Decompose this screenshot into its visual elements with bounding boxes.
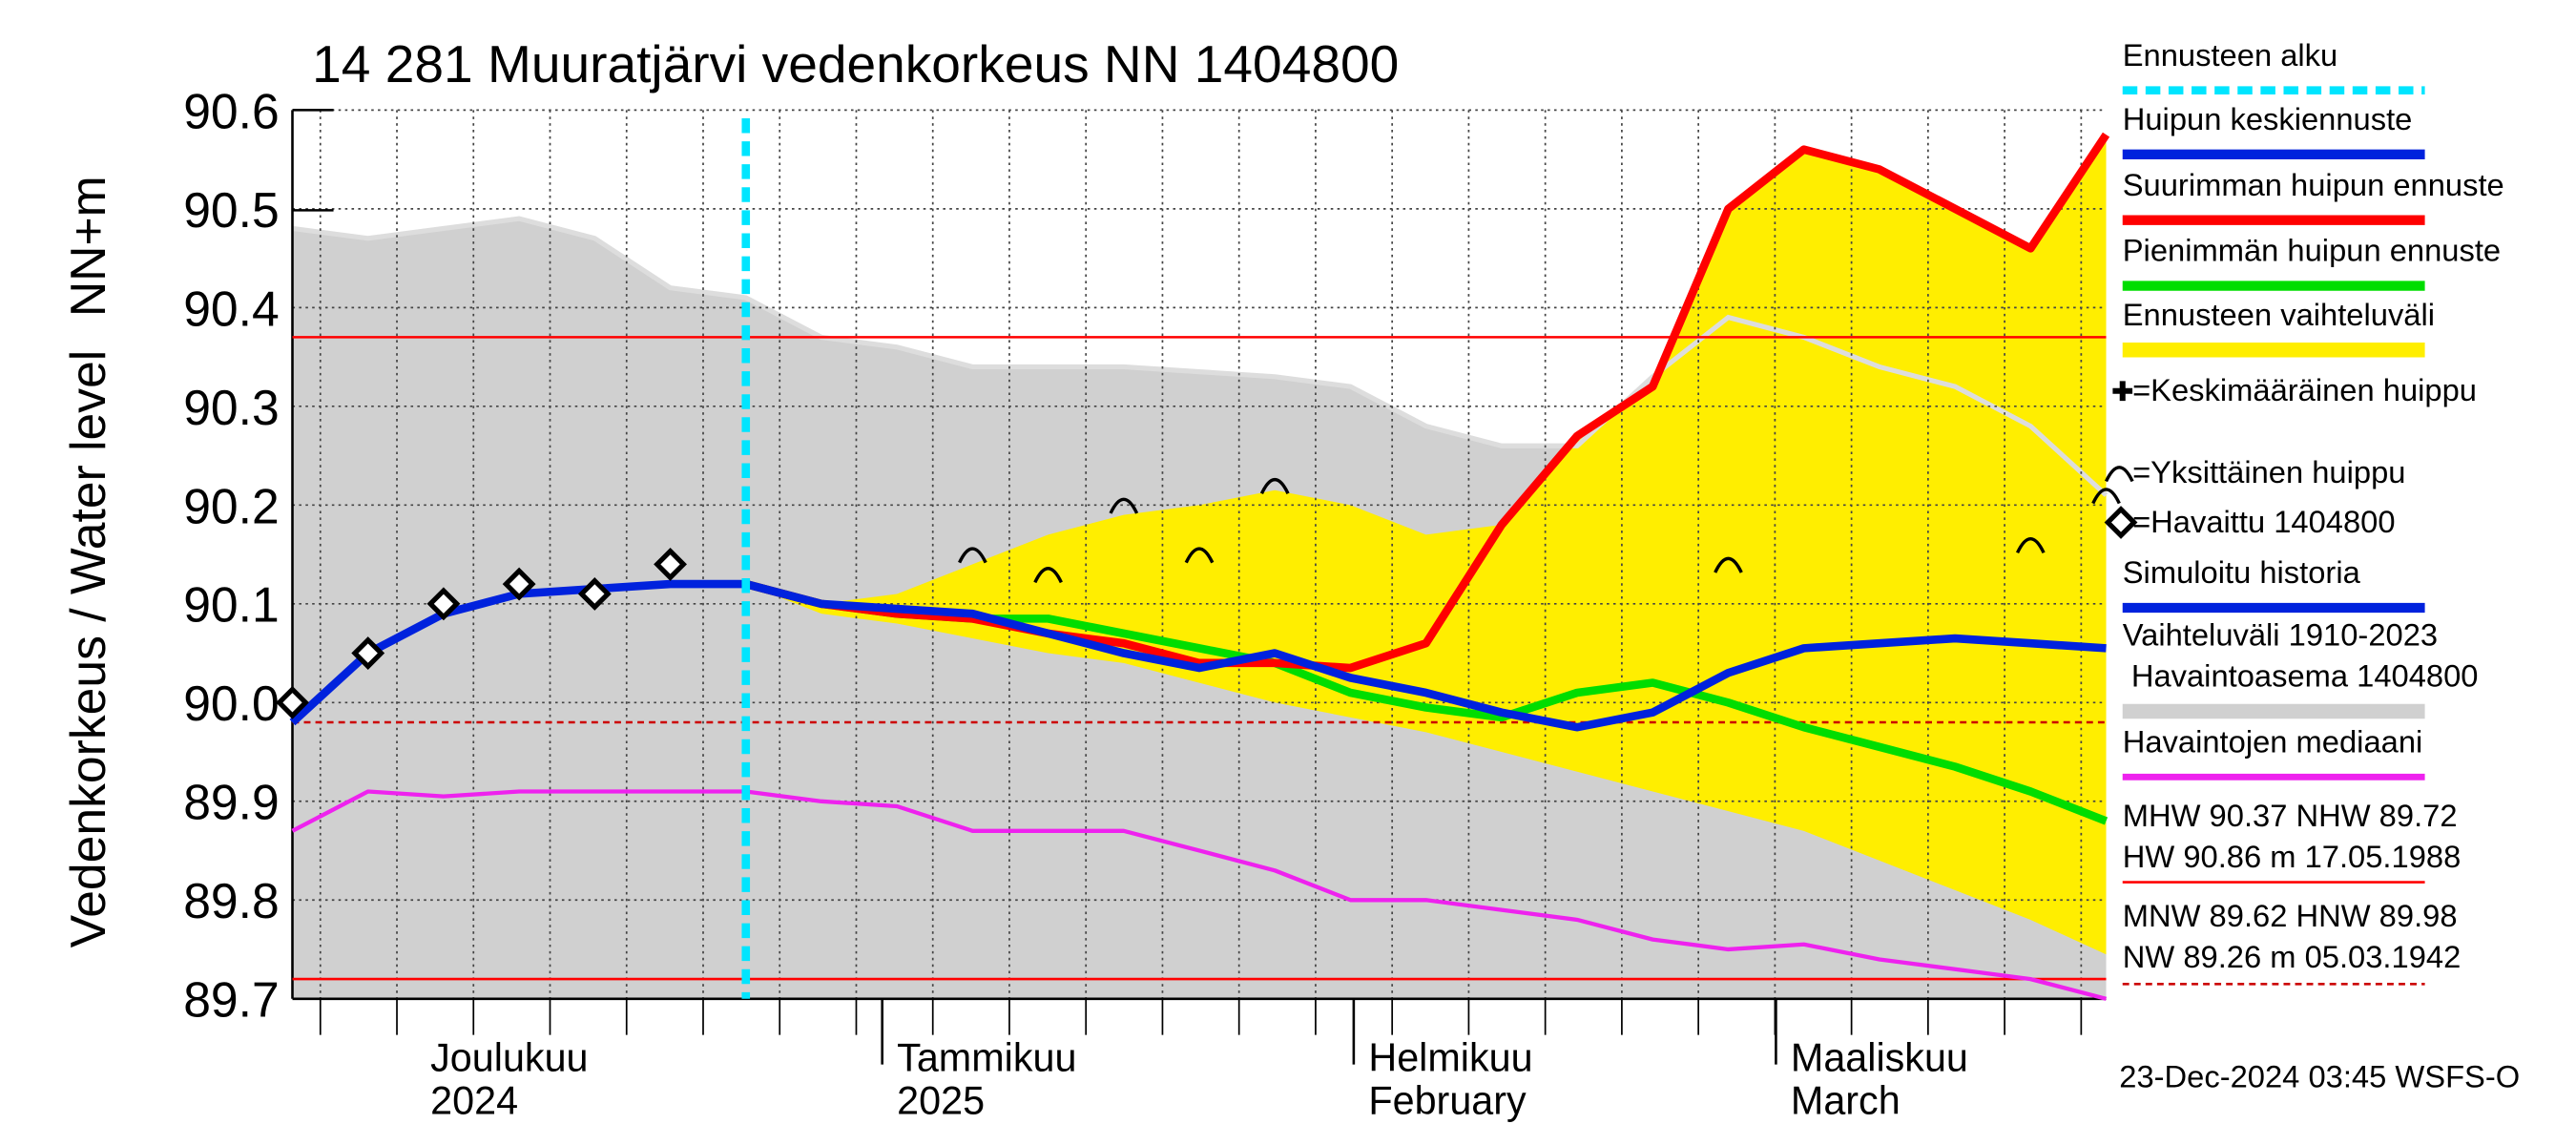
y-axis-label: Vedenkorkeus / Water level	[60, 350, 115, 948]
peak-marker	[1714, 556, 1743, 573]
observed-marker	[351, 636, 385, 670]
y-tick-label: 90.1	[183, 577, 280, 633]
observed-marker	[276, 685, 309, 719]
x-tick-label: 2024	[430, 1078, 518, 1122]
legend-label: Ennusteen vaihteluväli	[2123, 297, 2435, 332]
y-tick-label: 90.2	[183, 478, 280, 533]
peak-marker	[958, 547, 987, 564]
chart-title: 14 281 Muuratjärvi vedenkorkeus NN 14048…	[312, 34, 1399, 94]
legend-swatch	[2104, 466, 2134, 483]
legend-label: Ennusteen alku	[2123, 37, 2337, 73]
x-tick-label: Helmikuu	[1368, 1036, 1532, 1080]
observed-marker	[502, 567, 536, 601]
forecast-band	[745, 135, 2107, 955]
x-tick-label: 2025	[897, 1078, 985, 1122]
y-tick-label: 89.8	[183, 873, 280, 928]
peak-marker	[1109, 497, 1139, 514]
legend-label: =Havaittu 1404800	[2132, 504, 2396, 539]
stats-text: HW 90.86 m 17.05.1988	[2123, 839, 2462, 874]
x-tick-label: Joulukuu	[430, 1036, 588, 1080]
legend-label: =Keskimääräinen huippu	[2132, 372, 2477, 407]
plot-area: 89.7 89.8 89.9 90.0 90.1 90.2 90.3 90.4 90.5 90.6…	[183, 83, 2121, 1122]
peak-marker	[1259, 477, 1290, 494]
series-line	[744, 579, 2107, 732]
peak-marker	[1184, 547, 1215, 564]
legend-label: Simuloitu historia	[2123, 554, 2361, 590]
legend-label-line: Vaihteluväli 1910-2023	[2123, 617, 2438, 653]
axis-bracket	[292, 109, 334, 212]
y-tick-label: 90.5	[183, 182, 280, 238]
stats-text: MNW 89.62 HNW 89.98	[2123, 898, 2458, 933]
observed-marker	[426, 587, 461, 621]
peak-marker	[1033, 567, 1063, 584]
series-line	[291, 789, 2108, 1001]
legend-label: =Yksittäinen huippu	[2132, 454, 2405, 489]
stats-text: NW 89.26 m 05.03.1942	[2123, 939, 2462, 974]
series-line	[744, 132, 2110, 673]
peak-marker	[2091, 488, 2121, 505]
y-tick-label: 90.4	[183, 281, 280, 336]
footer: 23-Dec-2024 03:45 WSFS-O	[2119, 1059, 2520, 1094]
y-tick-label: 89.7	[183, 972, 280, 1028]
x-tick-label: Maaliskuu	[1791, 1036, 1968, 1080]
observed-marker	[577, 577, 612, 611]
observed-marker	[654, 547, 687, 581]
stats-text: MHW 90.37 NHW 89.72	[2123, 798, 2458, 833]
legend-label: Havaintojen mediaani	[2123, 724, 2423, 760]
y-tick-label: 90.0	[183, 676, 280, 731]
y-tick-label: 90.6	[183, 83, 280, 138]
x-tick-label: March	[1791, 1078, 1901, 1122]
y-tick-label: 90.3	[183, 380, 280, 435]
y-axis-unit: NN+m	[60, 176, 115, 317]
y-tick-label: 89.9	[183, 775, 280, 830]
peak-marker	[2015, 537, 2046, 554]
legend-label: Suurimman huipun ennuste	[2123, 167, 2504, 202]
legend-label: Vaihteluväli 1910-2023 Havaintoasema 140…	[2123, 617, 2479, 694]
legend: Ennusteen alku Huipun keskiennuste Suurimm…	[2104, 37, 2504, 986]
legend-swatch	[2112, 381, 2133, 402]
x-tick-label: Tammikuu	[897, 1036, 1076, 1080]
legend-label: Huipun keskiennuste	[2123, 101, 2413, 136]
legend-label-line: Havaintoasema 1404800	[2123, 658, 2479, 694]
legend-swatch	[2104, 506, 2138, 539]
x-tick-label: February	[1368, 1078, 1527, 1122]
legend-label: Pienimmän huipun ennuste	[2123, 233, 2501, 268]
